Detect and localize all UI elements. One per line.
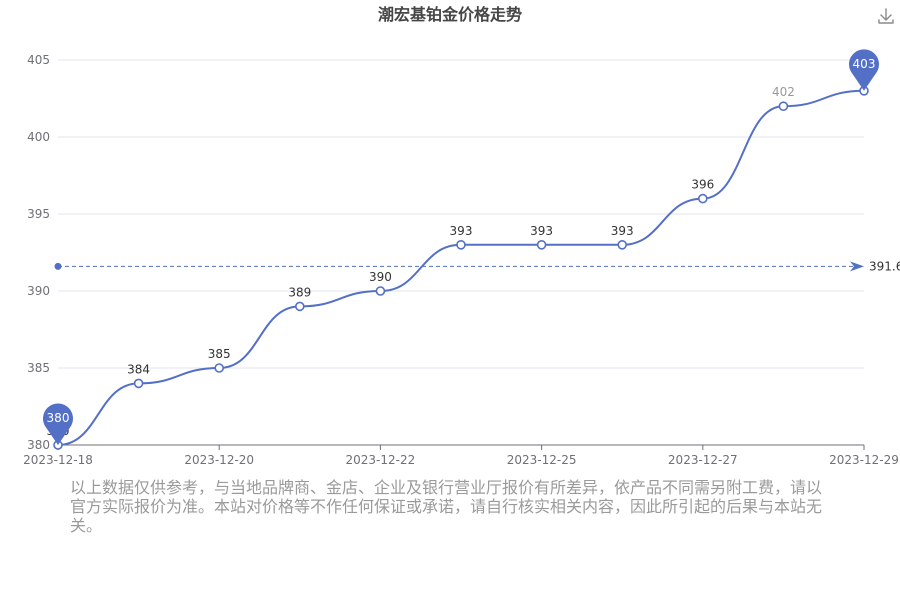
data-label: 396 bbox=[691, 178, 714, 192]
data-label: 385 bbox=[208, 347, 231, 361]
pin-shape bbox=[849, 49, 879, 91]
average-line-label: 391.6 bbox=[869, 259, 900, 273]
y-tick-label: 385 bbox=[27, 361, 50, 375]
pin-label: 380 bbox=[47, 411, 70, 425]
y-tick-label: 380 bbox=[27, 438, 50, 452]
data-point bbox=[617, 240, 628, 250]
data-point bbox=[375, 286, 386, 296]
x-tick-label: 2023-12-29 bbox=[829, 453, 899, 467]
x-axis: 2023-12-18 2023-12-20 2023-12-22 2023-12-25… bbox=[23, 444, 899, 467]
y-tick-label: 390 bbox=[27, 284, 50, 298]
max-mark-pin: 403 bbox=[849, 49, 879, 91]
data-point bbox=[294, 301, 305, 312]
min-mark-pin: 380 bbox=[43, 403, 74, 445]
disclaimer-text: 以上数据仅供参考，与当地品牌商、金店、企业及银行营业厅报价有所差异，依产品不同需… bbox=[70, 478, 823, 535]
data-point bbox=[456, 240, 466, 250]
data-point bbox=[697, 193, 708, 204]
data-label: 393 bbox=[450, 224, 473, 238]
x-tick-label: 2023-12-20 bbox=[184, 453, 254, 467]
x-tick-label: 2023-12-27 bbox=[668, 453, 738, 467]
data-label: 393 bbox=[530, 224, 553, 238]
mark-points: 403 380 bbox=[43, 49, 879, 445]
x-tick-label: 2023-12-22 bbox=[346, 453, 416, 467]
series-line bbox=[57, 89, 865, 446]
y-tick-label: 400 bbox=[27, 130, 50, 144]
data-labels: 380 384 385 389 390 393 393 393 396 402 bbox=[47, 85, 795, 438]
data-point bbox=[778, 101, 789, 111]
data-point bbox=[536, 240, 547, 250]
pin-shape bbox=[43, 403, 74, 445]
series-line-group bbox=[57, 89, 865, 446]
pin-label: 403 bbox=[853, 57, 876, 71]
average-line-arrow bbox=[850, 261, 864, 272]
download-icon[interactable] bbox=[876, 6, 896, 26]
data-label: 402 bbox=[772, 85, 795, 99]
data-label: 389 bbox=[288, 285, 311, 299]
data-points bbox=[53, 86, 869, 450]
data-label: 393 bbox=[611, 224, 634, 238]
data-point bbox=[133, 378, 144, 389]
x-tick-label: 2023-12-18 bbox=[23, 453, 93, 467]
data-point bbox=[214, 363, 224, 373]
average-line-start bbox=[54, 262, 62, 270]
x-tick-label: 2023-12-25 bbox=[507, 453, 577, 467]
average-line-group: 391.6 bbox=[54, 259, 900, 273]
chart-title: 潮宏基铂金价格走势 bbox=[378, 5, 522, 24]
y-tick-label: 405 bbox=[27, 53, 50, 67]
data-label: 390 bbox=[369, 270, 392, 284]
y-tick-label: 395 bbox=[27, 207, 50, 221]
y-axis: 380 385 390 395 400 405 bbox=[27, 53, 50, 452]
data-label: 384 bbox=[127, 362, 150, 376]
grid-lines bbox=[58, 59, 864, 369]
